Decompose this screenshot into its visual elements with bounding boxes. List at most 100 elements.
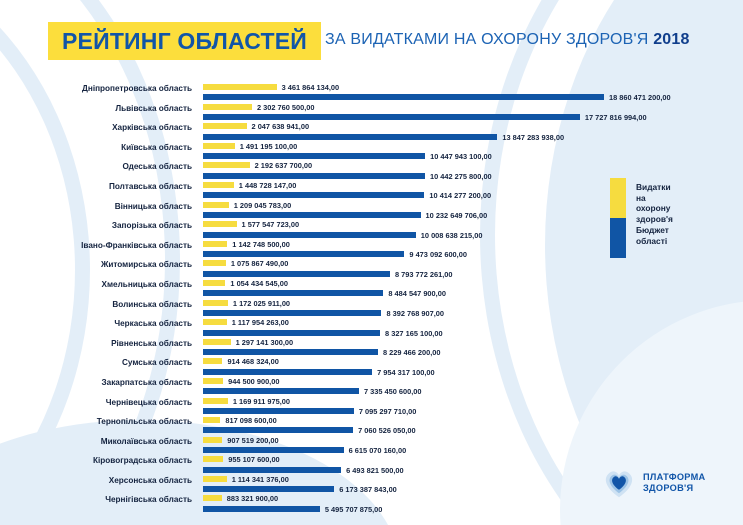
bar-region-budget	[203, 407, 354, 414]
bar-chart: Дніпропетровська область 3 461 864 134,00…	[0, 82, 743, 514]
bar-health-expenditure	[203, 319, 227, 326]
bar-value-health-expenditure: 1 172 025 911,00	[232, 298, 291, 308]
bar-group: 1 172 025 911,00 8 392 768 907,00	[203, 298, 743, 319]
bar-wrapper: 6 615 070 160,00	[203, 446, 743, 456]
bar-group: 955 107 600,00 6 493 821 500,00	[203, 454, 743, 475]
bar-value-health-expenditure: 1 054 434 545,00	[230, 278, 288, 288]
bar-value-health-expenditure: 817 098 600,00	[225, 416, 277, 426]
bar-wrapper: 1 142 748 500,00	[203, 240, 743, 249]
bar-wrapper: 944 500 900,00	[203, 376, 743, 386]
bar-wrapper: 9 473 092 600,00	[203, 250, 743, 260]
bar-group: 1 577 547 723,00 10 008 638 215,00	[203, 219, 743, 240]
bar-wrapper: 2 047 638 941,00	[203, 122, 743, 132]
region-label: Харківська область	[112, 123, 192, 133]
bar-group: 1 075 867 490,00 8 793 772 261,00	[203, 258, 743, 279]
bar-health-expenditure	[203, 417, 221, 424]
bar-wrapper: 17 727 816 994,00	[203, 112, 743, 122]
subtitle-year: 2018	[653, 31, 690, 48]
chart-row: Чернівецька область 1 169 911 975,00 7 095…	[0, 396, 743, 416]
bar-health-expenditure	[203, 103, 252, 110]
bar-health-expenditure	[203, 436, 223, 443]
subtitle-text: ЗА ВИДАТКАМИ НА ОХОРОНУ ЗДОРОВ'Я	[325, 31, 654, 48]
chart-row: Чернігівська область 883 321 900,00 5 495 …	[0, 493, 743, 513]
bar-wrapper: 2 192 637 700,00	[203, 161, 743, 171]
legend-swatch	[610, 178, 626, 258]
bar-region-budget	[203, 466, 342, 473]
bar-region-budget	[203, 231, 416, 238]
bar-value-region-budget: 9 473 092 600,00	[409, 250, 467, 260]
bar-wrapper: 7 060 526 050,00	[203, 426, 743, 435]
bar-value-region-budget: 10 414 277 200,00	[429, 191, 492, 201]
bar-wrapper: 3 461 864 134,00	[203, 83, 743, 92]
page-title: РЕЙТИНГ ОБЛАСТЕЙ	[62, 27, 308, 54]
bar-region-budget	[203, 290, 384, 297]
bar-health-expenditure	[203, 299, 228, 306]
chart-row: Одеська область 2 192 637 700,00 10 442 27…	[0, 160, 743, 180]
bar-wrapper: 5 495 707 875,00	[203, 504, 743, 514]
bar-health-expenditure	[203, 201, 229, 208]
bar-value-health-expenditure: 2 302 760 500,00	[256, 102, 315, 112]
bar-group: 2 192 637 700,00 10 442 275 800,00	[203, 160, 743, 181]
chart-row: Сумська область 914 468 324,00 7 954 317 1…	[0, 356, 743, 376]
bar-value-health-expenditure: 944 500 900,00	[228, 376, 280, 386]
region-label: Миколаївська область	[100, 436, 192, 446]
region-label: Сумська область	[121, 358, 192, 368]
bar-value-region-budget: 17 727 816 994,00	[584, 112, 647, 122]
bar-wrapper: 7 095 297 710,00	[203, 407, 743, 416]
header: РЕЙТИНГ ОБЛАСТЕЙ ЗА ВИДАТКАМИ НА ОХОРОНУ…	[0, 22, 743, 62]
bar-group: 817 098 600,00 7 060 526 050,00	[203, 415, 743, 436]
bar-value-health-expenditure: 955 107 600,00	[228, 455, 280, 465]
bar-health-expenditure	[203, 260, 226, 267]
bar-wrapper: 7 954 317 100,00	[203, 368, 743, 377]
bar-value-health-expenditure: 1 075 867 490,00	[230, 259, 289, 269]
legend-label-region-budget: Бюджет області	[636, 225, 669, 246]
region-label: Запорізька область	[111, 221, 192, 231]
bar-region-budget	[203, 211, 421, 218]
chart-row: Полтавська область 1 448 728 147,00 10 414…	[0, 180, 743, 200]
title-highlight-box: РЕЙТИНГ ОБЛАСТЕЙ	[48, 22, 322, 60]
legend-swatch-blue	[610, 218, 626, 258]
bar-group: 1 117 954 263,00 8 327 165 100,00	[203, 317, 743, 338]
bar-group: 1 054 434 545,00 8 484 547 900,00	[203, 278, 743, 299]
bar-wrapper: 914 468 324,00	[203, 357, 743, 366]
bar-wrapper: 1 117 954 263,00	[203, 318, 743, 327]
bar-value-region-budget: 8 484 547 900,00	[388, 289, 446, 299]
bar-value-region-budget: 8 327 165 100,00	[385, 328, 443, 338]
bar-wrapper: 10 414 277 200,00	[203, 191, 743, 201]
bar-region-budget	[203, 270, 390, 277]
bar-group: 1 114 341 376,00 6 173 387 843,00	[203, 474, 743, 495]
heart-icon	[602, 466, 636, 500]
bar-region-budget	[203, 133, 498, 140]
bar-health-expenditure	[203, 358, 223, 365]
bar-group: 2 047 638 941,00 13 847 283 938,00	[203, 121, 743, 142]
bar-wrapper: 1 054 434 545,00	[203, 278, 743, 288]
region-label: Херсонська область	[108, 475, 192, 485]
bar-value-region-budget: 6 615 070 160,00	[348, 446, 407, 456]
legend-swatch-yellow	[610, 178, 626, 218]
bar-group: 1 448 728 147,00 10 414 277 200,00	[203, 180, 743, 201]
bar-region-budget	[203, 309, 382, 316]
bar-group: 1 209 045 783,00 10 232 649 706,00	[203, 200, 743, 221]
chart-row: Запорізька область 1 577 547 723,00 10 008…	[0, 219, 743, 239]
bar-value-region-budget: 6 173 387 843,00	[339, 485, 397, 495]
bar-health-expenditure	[203, 221, 237, 228]
bar-value-region-budget: 5 495 707 875,00	[324, 504, 383, 514]
bar-region-budget	[203, 153, 426, 160]
bar-value-health-expenditure: 1 448 728 147,00	[238, 180, 297, 190]
bar-region-budget	[203, 172, 426, 179]
bar-health-expenditure	[203, 142, 235, 149]
bar-wrapper: 1 577 547 723,00	[203, 220, 743, 229]
bar-group: 944 500 900,00 7 335 450 600,00	[203, 376, 743, 397]
bar-value-health-expenditure: 2 047 638 941,00	[251, 122, 310, 132]
bar-value-region-budget: 13 847 283 938,00	[502, 132, 565, 142]
region-label: Кіровоградська область	[93, 456, 192, 466]
chart-row: Хмельницька область 1 054 434 545,00 8 484…	[0, 278, 743, 298]
bar-wrapper: 10 442 275 800,00	[203, 172, 743, 181]
region-label: Хмельницька область	[101, 279, 192, 289]
bar-group: 883 321 900,00 5 495 707 875,00	[203, 493, 743, 514]
bar-wrapper: 1 114 341 376,00	[203, 475, 743, 484]
bar-group: 914 468 324,00 7 954 317 100,00	[203, 356, 743, 377]
bar-value-health-expenditure: 2 192 637 700,00	[254, 161, 313, 171]
